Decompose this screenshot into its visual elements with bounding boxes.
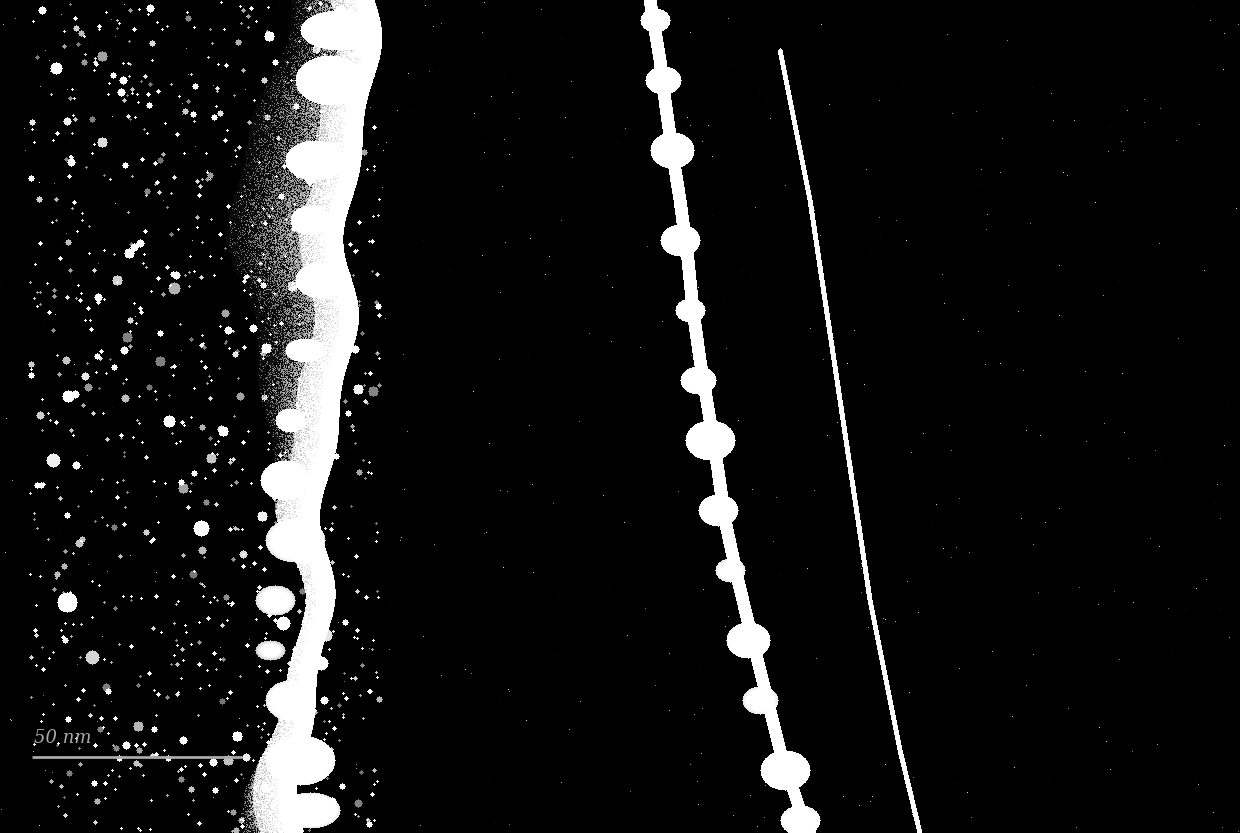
Text: 50 nm: 50 nm bbox=[33, 729, 92, 747]
